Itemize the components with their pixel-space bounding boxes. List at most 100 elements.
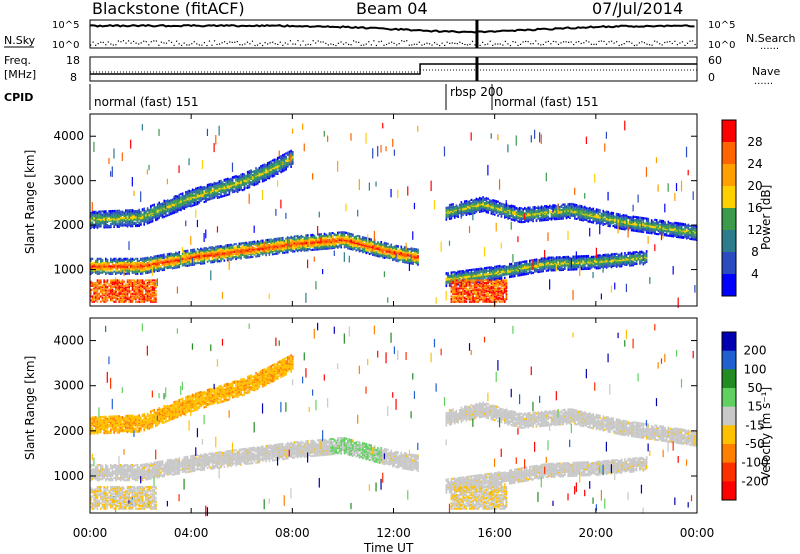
power-cell bbox=[268, 238, 271, 241]
power-cell bbox=[113, 300, 115, 303]
power-cell bbox=[175, 264, 177, 267]
power-cell bbox=[150, 288, 152, 291]
power-cell bbox=[185, 220, 187, 227]
power-cell bbox=[118, 284, 120, 287]
power-cell bbox=[130, 268, 132, 271]
power-cell bbox=[146, 294, 149, 297]
power-cell bbox=[111, 280, 114, 283]
power-cell bbox=[156, 217, 159, 220]
power-cell bbox=[115, 298, 117, 301]
power-cell bbox=[258, 173, 261, 176]
power-cell bbox=[413, 247, 416, 251]
power-cell bbox=[158, 212, 161, 215]
power-cell bbox=[153, 299, 156, 302]
power-cell bbox=[103, 288, 105, 291]
power-cell bbox=[141, 257, 144, 260]
power-cell bbox=[131, 295, 134, 298]
power-cell bbox=[105, 280, 107, 283]
power-cell bbox=[145, 298, 147, 301]
power-cell bbox=[208, 259, 211, 262]
power-cell bbox=[111, 166, 113, 177]
power-cell bbox=[248, 174, 251, 177]
power-cell bbox=[180, 198, 182, 201]
power-cell bbox=[241, 248, 244, 251]
nsearch-dot bbox=[398, 43, 400, 45]
power-cell bbox=[223, 178, 226, 181]
nsearch-dot bbox=[206, 44, 208, 47]
power-cell bbox=[100, 257, 102, 260]
power-cell bbox=[148, 283, 151, 286]
power-cell bbox=[140, 264, 142, 267]
power-cell bbox=[90, 280, 92, 283]
power-cell bbox=[98, 280, 100, 283]
power-cell bbox=[362, 247, 364, 251]
power-cell bbox=[263, 165, 266, 168]
power-cell bbox=[271, 159, 274, 162]
power-cell bbox=[128, 209, 130, 212]
power-cell bbox=[200, 251, 202, 255]
power-cell bbox=[198, 198, 201, 201]
power-cell bbox=[213, 246, 216, 250]
power-cell bbox=[332, 232, 334, 235]
power-cell bbox=[150, 258, 152, 261]
power-cell bbox=[123, 264, 125, 267]
nsearch-dot bbox=[626, 40, 628, 43]
nsearch-dot bbox=[535, 40, 537, 42]
power-cell bbox=[368, 252, 371, 256]
power-cell bbox=[462, 213, 464, 216]
power-cell bbox=[445, 206, 448, 210]
power-cell bbox=[191, 248, 194, 251]
power-cell bbox=[120, 257, 122, 260]
power-cell bbox=[392, 138, 394, 147]
power-cell bbox=[135, 218, 137, 221]
power-cell bbox=[103, 299, 105, 302]
nsearch-dot bbox=[542, 43, 544, 46]
power-cell bbox=[141, 290, 144, 293]
station-title: Blackstone (fitACF) bbox=[92, 0, 245, 18]
power-cell bbox=[111, 209, 114, 213]
power-cell bbox=[145, 287, 147, 290]
power-cell bbox=[243, 175, 246, 178]
power-cell bbox=[125, 220, 127, 223]
power-cell bbox=[201, 186, 204, 189]
power-cell bbox=[115, 300, 117, 303]
power-cell bbox=[158, 201, 161, 204]
power-cell bbox=[150, 290, 152, 293]
power-cell bbox=[155, 298, 157, 301]
power-cell bbox=[165, 255, 167, 258]
nsearch-dot bbox=[264, 42, 266, 44]
nsearch-dot bbox=[464, 43, 466, 46]
power-cell bbox=[93, 141, 95, 153]
power-cell bbox=[126, 215, 129, 218]
nsearch-dot bbox=[600, 40, 603, 42]
nsearch-dot bbox=[370, 44, 372, 46]
power-cell bbox=[123, 300, 125, 303]
power-cell bbox=[115, 299, 117, 302]
power-cell bbox=[388, 245, 391, 248]
power-cell bbox=[173, 207, 176, 210]
power-cell bbox=[268, 253, 271, 256]
power-cell bbox=[111, 295, 114, 298]
power-cell bbox=[158, 128, 160, 136]
noise-right-tick-low: 10^0 bbox=[708, 40, 735, 51]
nsearch-dot bbox=[595, 43, 598, 45]
nsearch-dot bbox=[573, 43, 575, 46]
power-cell bbox=[128, 220, 130, 224]
power-cell bbox=[173, 261, 176, 264]
nsearch-dot bbox=[254, 44, 256, 47]
power-cell bbox=[231, 188, 234, 192]
power-cell bbox=[136, 295, 139, 298]
power-cell bbox=[320, 233, 322, 236]
power-cell bbox=[93, 296, 95, 299]
power-cell bbox=[165, 200, 167, 203]
power-cell bbox=[337, 241, 339, 244]
power-cell bbox=[211, 246, 214, 249]
power-cell bbox=[105, 292, 107, 295]
power-cell bbox=[161, 208, 164, 212]
power-cell bbox=[113, 209, 115, 213]
power-cell bbox=[357, 240, 359, 243]
power-cell bbox=[313, 248, 316, 251]
power-cell bbox=[198, 248, 201, 252]
power-cell bbox=[370, 248, 373, 252]
